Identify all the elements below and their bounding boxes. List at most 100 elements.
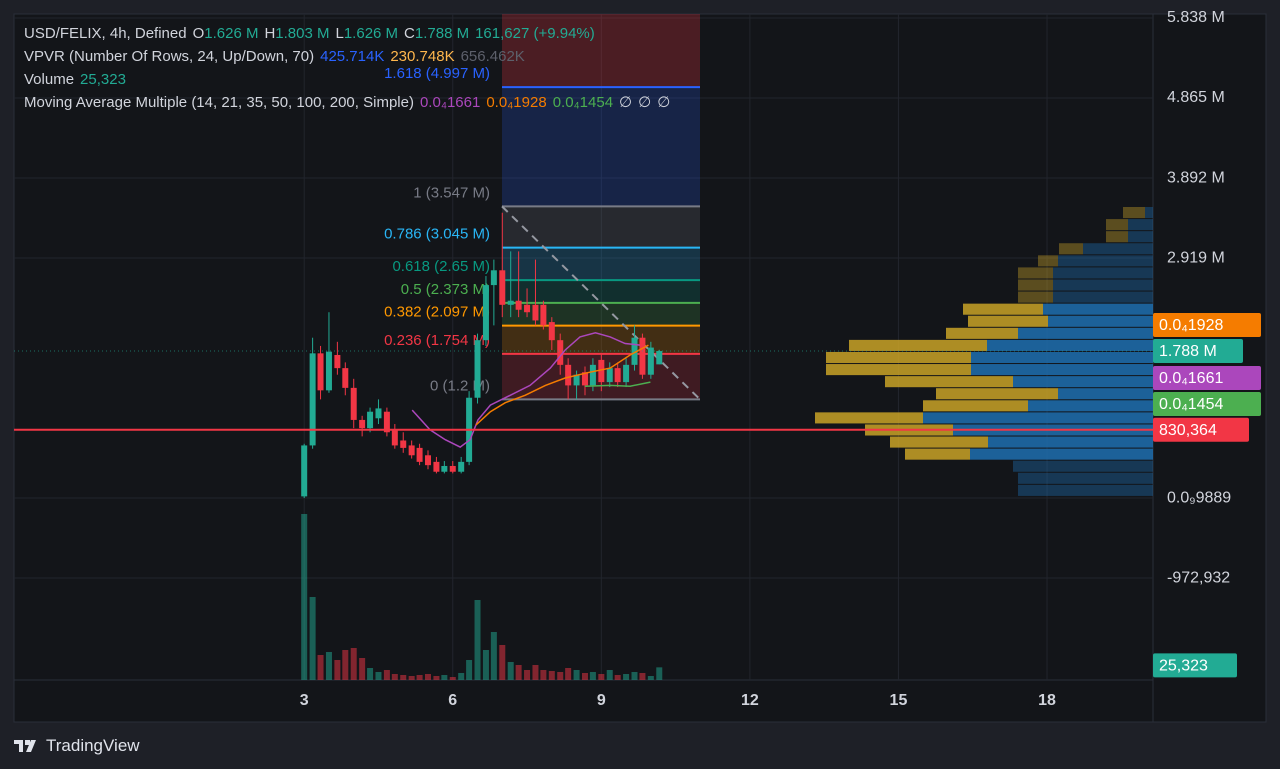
- volume-bar: [540, 670, 547, 680]
- y-tick-label: 0.0₉9889: [1167, 489, 1231, 506]
- vpvr-down: [815, 412, 923, 424]
- volume-bar: [309, 597, 316, 680]
- ma-badge: 0.0₄1928: [1159, 317, 1223, 334]
- ma-value: 0.0₄1454: [552, 94, 614, 111]
- vpvr-up: [1128, 231, 1153, 243]
- volume-bar: [391, 674, 398, 680]
- vpvr-down: [826, 351, 971, 364]
- candle-body: [334, 354, 341, 369]
- vpvr-up: [970, 448, 1153, 460]
- candle-body: [548, 322, 555, 341]
- vpvr-up: [1048, 315, 1153, 327]
- ma-title: Moving Average Multiple (14, 21, 35, 50,…: [24, 94, 414, 111]
- vpvr-up: [1028, 400, 1153, 412]
- candle-body: [589, 364, 596, 386]
- ma-value: ∅: [638, 94, 652, 111]
- fib-label: 1.618 (4.997 M): [384, 65, 490, 82]
- volume-bar: [507, 662, 514, 680]
- candle-body: [482, 285, 489, 341]
- fib-label: 0.618 (2.65 M): [392, 258, 490, 275]
- ma-value: 0.0₄1661: [419, 94, 481, 111]
- legend-symbol-row: USD/FELIX, 4h, Defined O1.626 M H1.803 M L1…: [24, 22, 676, 45]
- candle-body: [449, 465, 456, 472]
- candle-body: [458, 461, 465, 472]
- candle-body: [623, 364, 630, 383]
- vpvr-title: VPVR (Number Of Rows, 24, Up/Down, 70): [24, 48, 315, 65]
- fib-zone: [502, 302, 700, 326]
- fib-trend: [501, 205, 701, 401]
- vpvr-up: [1013, 460, 1153, 472]
- ma-badge-bg: [1153, 392, 1261, 416]
- vpvr-up: [923, 412, 1153, 424]
- vpvr-down-total: 230.748K: [390, 48, 455, 65]
- volume-bar: [606, 670, 613, 680]
- vpvr-up: [1053, 291, 1153, 303]
- vpvr-down: [1106, 219, 1128, 231]
- ohlc-value: 1.626 M: [343, 25, 399, 42]
- legend: USD/FELIX, 4h, Defined O1.626 M H1.803 M L1…: [24, 22, 676, 114]
- candle-body: [532, 304, 539, 321]
- vpvr-down: [885, 376, 1013, 388]
- candle-body: [573, 374, 580, 386]
- candle-body: [342, 368, 349, 388]
- legend-ma-row: Moving Average Multiple (14, 21, 35, 50,…: [24, 91, 676, 114]
- volume-bar: [581, 673, 588, 680]
- ma-badge: 0.0₄1454: [1159, 396, 1223, 413]
- candle-body: [408, 445, 415, 456]
- y-tick-label: 3.892 M: [1167, 169, 1225, 186]
- volume-bar: [589, 672, 596, 680]
- fib-label: 0.236 (1.754 M): [384, 332, 490, 349]
- candle-body: [301, 445, 308, 497]
- volume-bar: [490, 632, 497, 680]
- volume-bar: [334, 660, 341, 680]
- candle-body: [515, 300, 522, 310]
- vpvr-up: [971, 351, 1153, 364]
- vpvr-up: [1053, 279, 1153, 291]
- vpvr-up: [1018, 484, 1153, 496]
- symbol-title: USD/FELIX, 4h, Defined: [24, 25, 187, 42]
- volume-bar: [367, 668, 374, 680]
- volume-bar: [466, 660, 473, 680]
- ma-value: ∅: [619, 94, 633, 111]
- y-tick-label: 5.838 M: [1167, 9, 1225, 26]
- ohlc-value: 1.788 M: [414, 25, 470, 42]
- fib-zone: [502, 14, 700, 88]
- volume-bar: [301, 514, 308, 680]
- volume-bar: [425, 674, 432, 680]
- volume-bar: [565, 668, 572, 680]
- ma-value: ∅: [657, 94, 671, 111]
- fib-label: 0.5 (2.373 M): [401, 281, 490, 298]
- ma-line: [411, 332, 641, 448]
- candle-body: [317, 353, 324, 391]
- fib-zone: [502, 206, 700, 248]
- volume-bar: [631, 672, 638, 680]
- footer: TradingView: [14, 735, 140, 757]
- volume-bar: [317, 655, 324, 680]
- volume-bar: [515, 665, 522, 680]
- vpvr-down: [890, 436, 988, 448]
- vpvr-down: [1059, 243, 1083, 255]
- volume-bar: [639, 673, 646, 680]
- vpvr-down: [1018, 267, 1053, 279]
- fib-zone: [502, 325, 700, 354]
- fib-zone: [502, 247, 700, 281]
- fib-zone: [502, 87, 700, 207]
- brand-logo: [14, 740, 36, 752]
- vpvr-down: [923, 400, 1028, 412]
- vpvr-down: [936, 388, 1058, 400]
- vpvr-up: [1013, 376, 1153, 388]
- volume-bar: [647, 676, 654, 680]
- vpvr-up: [1018, 472, 1153, 484]
- vpvr-up: [1053, 267, 1153, 279]
- candle-body: [656, 351, 663, 365]
- volume-bar: [359, 658, 366, 680]
- candle-body: [540, 304, 547, 326]
- volume-bar: [416, 675, 423, 680]
- candle-body: [606, 368, 613, 383]
- candle-body: [383, 411, 390, 433]
- ohlc-key: C: [404, 25, 415, 42]
- ohlc-value: 1.803 M: [275, 25, 330, 42]
- volume-bar: [499, 645, 506, 680]
